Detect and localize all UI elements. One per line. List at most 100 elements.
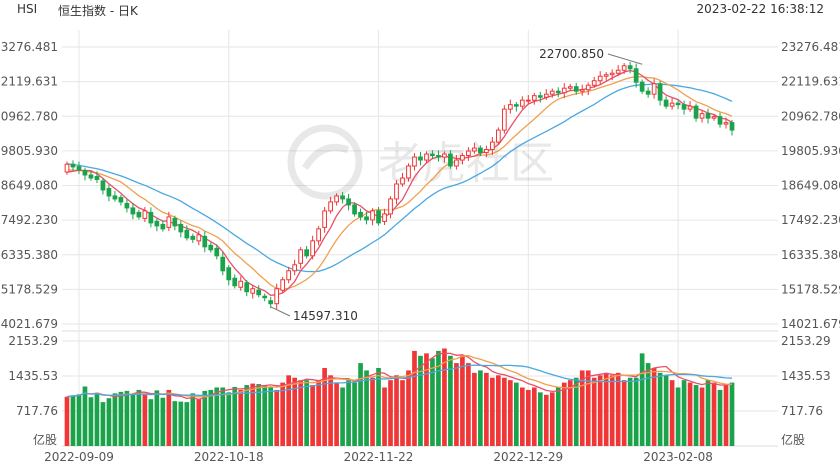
candle-down <box>226 267 232 281</box>
volume-tick-label: 2153.29 <box>781 334 831 348</box>
candle-down <box>82 170 88 176</box>
volume-bar <box>256 384 262 446</box>
candle-up <box>238 280 244 288</box>
moving-averages <box>66 69 733 296</box>
candle-down <box>645 90 651 95</box>
volume-axis-left: 2153.29 1435.53 717.76 亿股 <box>8 334 58 447</box>
candle-down <box>106 187 112 197</box>
volume-bar <box>172 401 178 446</box>
candle-up <box>274 288 280 305</box>
volume-bar <box>717 389 723 446</box>
price-tick-label: 16335.380 <box>781 248 840 262</box>
candle-down <box>256 289 262 296</box>
volume-bar <box>76 394 82 446</box>
ma-mid-line <box>66 76 733 290</box>
volume-bar <box>502 377 507 446</box>
candle-down <box>190 235 196 240</box>
candle-down <box>537 95 543 98</box>
ma-long-line <box>66 83 733 273</box>
candle-down <box>729 122 735 131</box>
volume-bar <box>94 392 100 446</box>
price-tick-label: 16335.380 <box>0 248 58 262</box>
volume-bar <box>519 387 525 446</box>
volume-bar <box>472 372 477 446</box>
candle-down <box>172 217 178 227</box>
volume-bar <box>82 386 88 446</box>
price-tick-label: 18649.080 <box>781 179 840 193</box>
candle-up <box>711 116 717 119</box>
volume-bar <box>490 377 495 446</box>
date-tick-label: 2022-12-29 <box>493 450 563 464</box>
volume-bar <box>418 355 423 446</box>
candle-up <box>328 201 333 212</box>
candle-down <box>214 247 220 257</box>
volume-bar <box>549 392 555 446</box>
candle-up <box>298 249 304 264</box>
candle-down <box>717 116 723 125</box>
volume-bar <box>466 363 471 446</box>
volume-bar <box>88 397 94 446</box>
price-axis-left: 23276.481 22119.631 20962.780 19805.930 1864… <box>0 40 58 331</box>
volume-bar <box>675 387 681 446</box>
candle-down <box>478 147 483 154</box>
candle-down <box>436 155 441 158</box>
price-tick-label: 23276.481 <box>0 40 58 54</box>
volume-bar <box>346 380 351 446</box>
candle-up <box>579 89 585 92</box>
volume-bar <box>148 399 154 446</box>
date-tick-label: 2022-09-09 <box>44 450 114 464</box>
volume-bar <box>292 377 297 446</box>
candle-down <box>70 163 76 168</box>
candle-up <box>591 80 597 86</box>
candle-up <box>316 228 321 242</box>
annotation-leader <box>270 306 291 317</box>
price-tick-label: 22119.631 <box>781 75 840 89</box>
candle-down <box>220 256 226 272</box>
candle-down <box>130 207 136 215</box>
candle-down <box>304 249 309 257</box>
candle-down <box>100 180 106 191</box>
price-tick-label: 17492.230 <box>781 213 840 227</box>
candle-down <box>657 83 663 101</box>
volume-tick-label: 2153.29 <box>8 334 58 348</box>
volume-bar <box>364 370 369 446</box>
timestamp: 2023-02-22 16:38:12 <box>696 2 824 16</box>
candle-down <box>693 105 699 119</box>
chart-header: HSI 恒生指数 - 日K 2023-02-22 16:38:12 <box>0 0 840 20</box>
volume-bar <box>615 372 621 446</box>
candle-up <box>549 90 555 95</box>
volume-tick-label: 1435.53 <box>8 369 58 383</box>
volume-bar <box>160 397 166 446</box>
date-axis: 2022-09-09 2022-10-18 2022-11-22 2022-12-29… <box>44 450 713 464</box>
candle-up <box>292 264 298 272</box>
volume-bar <box>436 350 441 446</box>
volume-bar <box>250 383 256 446</box>
candle-up <box>280 279 286 291</box>
annotations: 22700.850 14597.310 <box>270 47 643 323</box>
volume-bar <box>513 382 519 446</box>
volume-bar <box>226 392 232 446</box>
candle-down <box>448 153 453 167</box>
volume-bar <box>70 395 76 446</box>
volume-bar <box>400 380 405 446</box>
candle-down <box>352 204 357 215</box>
ma-short-line <box>66 69 733 296</box>
volume-bar <box>633 377 639 446</box>
volume-bar <box>214 387 220 446</box>
date-tick-label: 2022-11-22 <box>344 450 414 464</box>
candle-down <box>639 81 645 92</box>
price-tick-label: 20962.780 <box>0 109 58 123</box>
candle-down <box>208 244 214 251</box>
volume-bar <box>154 390 160 446</box>
volume-unit-label: 亿股 <box>781 432 805 447</box>
volume-bar <box>262 385 268 446</box>
volume-bar <box>280 382 286 446</box>
candle-up <box>454 159 459 167</box>
volume-bar <box>543 394 549 446</box>
candle-up <box>310 240 315 257</box>
volume-bar <box>531 387 537 446</box>
candle-up <box>322 210 327 228</box>
candle-up <box>286 270 292 281</box>
volume-tick-label: 717.76 <box>781 404 823 418</box>
